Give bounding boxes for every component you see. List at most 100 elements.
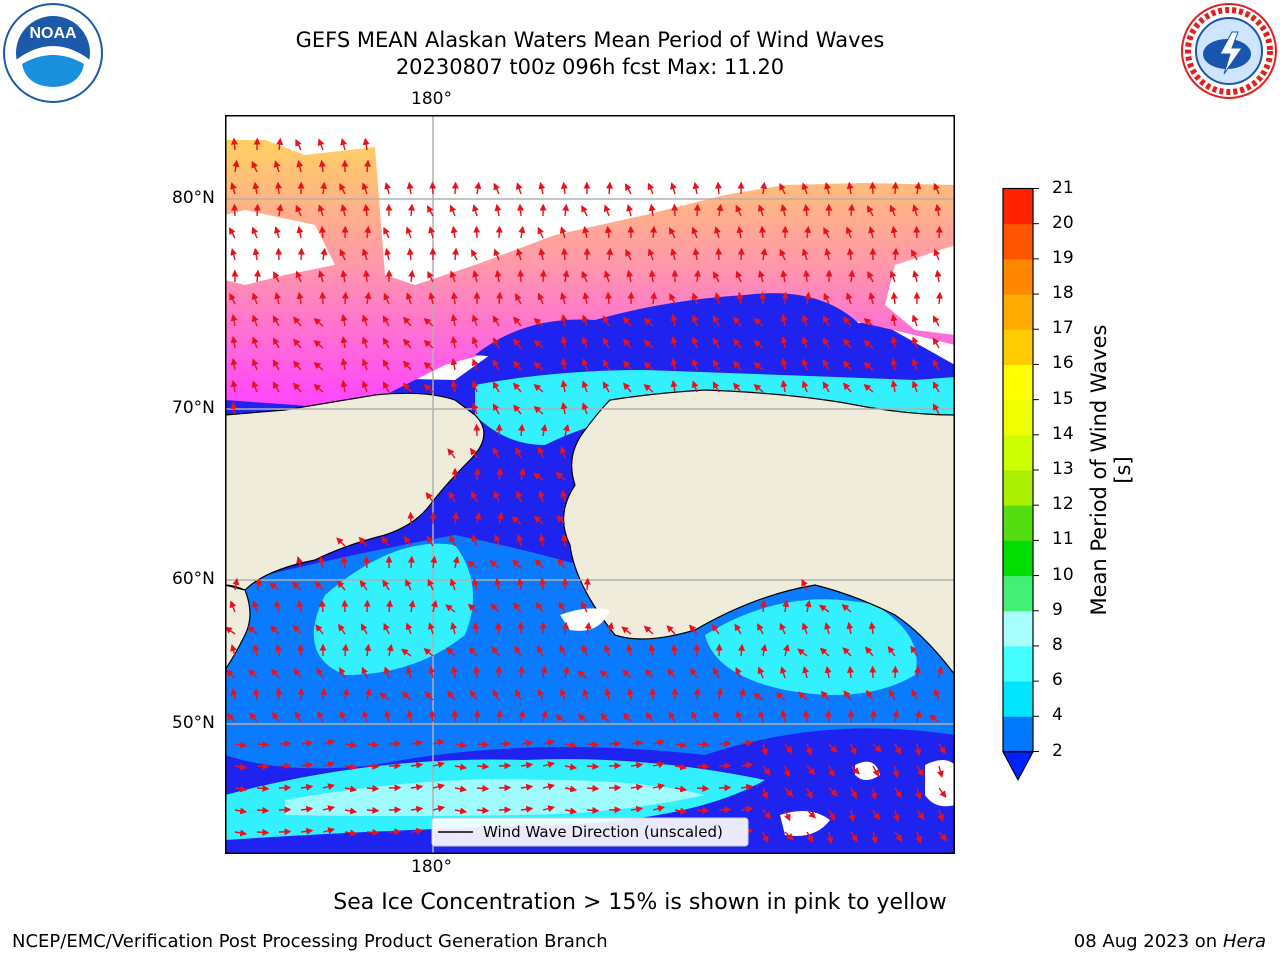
wind-wave-arrow [427,270,434,283]
wind-wave-arrow [842,360,852,371]
wind-wave-arrow [626,687,634,701]
wind-wave-arrow [670,357,678,371]
wind-wave-arrow [363,269,370,283]
wind-wave-arrow [691,336,699,349]
wind-wave-arrow [449,578,457,591]
wind-wave-arrows [225,137,948,845]
legend-label: Wind Wave Direction (unscaled) [483,823,723,841]
wind-wave-arrow [869,709,877,723]
wind-wave-arrow [472,621,480,635]
wind-wave-arrow [712,359,720,371]
wind-wave-arrow [735,710,743,723]
wind-wave-arrow [230,313,238,327]
wind-wave-arrow [494,577,502,591]
wind-wave-arrow [732,382,742,393]
wind-wave-arrow [602,337,610,349]
wind-wave-arrow [822,337,830,349]
wind-wave-arrow [336,537,346,547]
wind-wave-arrow [450,313,458,327]
wind-wave-arrow [344,741,358,749]
wind-wave-arrow [582,225,590,239]
wind-wave-arrow [798,691,808,701]
colorbar-segment [1003,540,1033,577]
wind-wave-arrow [691,314,699,327]
wind-wave-arrow [402,338,412,349]
wind-wave-arrow [670,335,678,349]
wind-wave-arrow [318,159,326,173]
colorbar-segment [1003,434,1033,471]
wind-wave-arrow [251,600,259,613]
wind-wave-arrow [890,291,898,305]
wind-wave-arrow [801,336,809,349]
wind-wave-arrow [322,739,336,747]
wind-wave-arrow [669,292,676,305]
wind-wave-arrow [740,783,754,791]
wind-wave-arrow [446,690,456,701]
wind-wave-arrow [517,203,524,217]
wind-wave-arrow [558,601,566,613]
wind-wave-arrow [275,247,283,261]
wind-wave-arrow [652,761,666,769]
wind-wave-arrow [476,806,490,814]
wind-wave-arrow [251,226,259,239]
wind-wave-arrow [666,625,676,635]
wind-wave-arrow [382,381,390,393]
wind-wave-arrow [691,292,699,305]
ocean-period-arctic-shelf [475,370,955,445]
wind-wave-arrow [712,315,720,327]
wind-wave-arrow [514,645,522,657]
wind-wave-arrow [320,687,328,701]
wind-wave-arrow [515,490,523,503]
wind-wave-arrow [932,337,940,349]
wind-wave-arrow [802,203,810,217]
wind-wave-arrow [297,643,305,657]
wind-wave-arrow [538,490,545,503]
wind-wave-arrow [691,711,698,723]
wind-wave-arrow [753,317,764,327]
wind-wave-arrow [674,741,688,749]
wind-wave-arrow [540,423,548,437]
wind-wave-arrow [364,225,372,239]
wind-wave-arrow [537,226,544,239]
wind-wave-arrow [801,622,809,635]
wind-wave-arrow [292,360,302,371]
wind-wave-arrow [805,743,813,756]
wind-wave-arrow [382,359,390,371]
wind-wave-arrow [432,805,446,813]
wind-wave-arrow [846,181,854,195]
wind-wave-arrow [887,645,896,657]
wind-wave-arrow [758,270,765,283]
colorbar-tick-label: 19 [1052,247,1074,268]
wind-wave-arrow [339,667,346,679]
wind-wave-arrow [599,669,610,679]
wind-wave-arrow [319,291,327,305]
wind-wave-arrow [423,647,434,657]
wind-wave-arrow [447,448,456,459]
wind-wave-arrow [322,761,336,769]
wind-wave-arrow [603,270,611,283]
colorbar-segment [1003,329,1033,365]
wind-wave-arrow [737,247,745,261]
wind-wave-arrow [801,578,808,591]
wind-wave-arrow [405,622,413,635]
wind-wave-arrow [410,739,424,747]
wind-wave-arrow [894,743,901,755]
wind-wave-arrow [688,624,698,635]
wind-wave-arrow [366,762,380,770]
wind-wave-arrow [760,643,768,657]
wind-wave-arrow [762,765,771,776]
wind-wave-arrow [254,269,261,283]
wind-wave-arrow [404,535,412,547]
wind-wave-arrow [872,743,883,753]
wind-wave-arrow [454,763,468,771]
wind-wave-arrow [752,692,764,701]
wind-wave-arrow [292,624,302,635]
wind-wave-arrow [784,809,791,822]
wind-wave-arrow [648,203,656,217]
wind-wave-arrow [846,621,854,635]
wind-wave-arrow [775,691,786,701]
wind-wave-arrow [801,182,809,195]
wind-wave-arrow [344,829,358,837]
wind-wave-arrow [454,807,468,815]
wind-wave-arrow [428,226,436,239]
